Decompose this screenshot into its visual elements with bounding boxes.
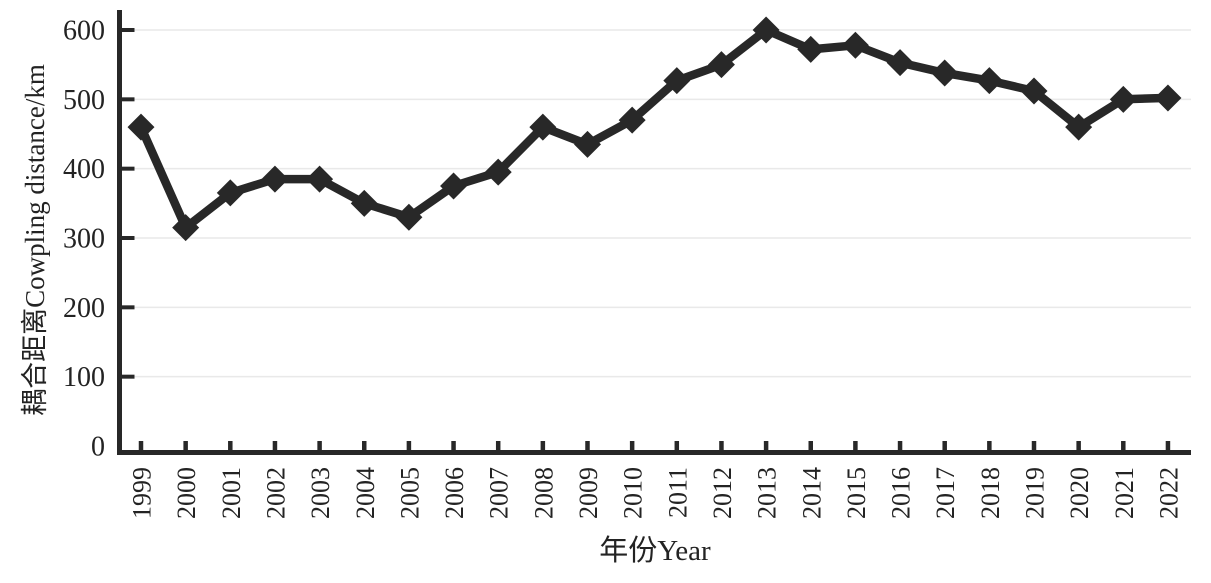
y-tick-label-500: 500 [63,85,105,116]
data-point-1999 [127,113,155,141]
x-tick-label-2017: 2017 [931,467,960,519]
data-series [127,16,1182,242]
x-tick-label-2002: 2002 [261,467,290,519]
x-tick-label-2015: 2015 [842,467,871,519]
x-tick-label-2011: 2011 [663,467,692,518]
x-tick-label-2018: 2018 [976,467,1005,519]
data-point-2002 [261,165,289,193]
data-point-2022 [1154,84,1182,112]
data-point-2012 [707,51,735,79]
data-point-2008 [529,113,557,141]
data-point-2018 [975,67,1003,95]
y-tick-label-0: 0 [91,432,105,463]
tick-labels: 0 100 200 300 400 500 600 1999 2000 2001 2002 2003 2… [63,16,1183,519]
x-tick-label-2021: 2021 [1110,467,1139,519]
data-point-2017 [931,59,959,87]
y-axis-title: 耦合距离Cowpling distance/km [20,64,50,416]
x-tick-label-1999: 1999 [128,467,157,519]
x-tick-label-2012: 2012 [708,467,737,519]
y-tick-label-200: 200 [63,293,105,324]
x-tick-label-2008: 2008 [529,467,558,519]
data-point-2005 [395,203,423,231]
series-line [136,25,1173,232]
x-tick-label-2022: 2022 [1154,467,1183,519]
x-tick-label-2019: 2019 [1021,467,1050,519]
axes [117,10,1191,455]
x-tick-label-2001: 2001 [217,467,246,519]
data-point-2000 [172,214,200,242]
data-point-2020 [1065,113,1093,141]
data-point-2013 [752,16,780,44]
data-point-2016 [886,49,914,77]
x-tick-label-2013: 2013 [753,467,782,519]
data-point-2009 [574,130,601,158]
x-tick-label-2006: 2006 [440,467,469,519]
x-tick-label-2014: 2014 [797,467,826,519]
data-point-2019 [1020,77,1048,105]
x-tick-label-2010: 2010 [619,467,648,519]
data-point-2001 [216,179,244,207]
data-point-2010 [618,106,646,134]
y-tick-label-300: 300 [63,224,105,255]
data-point-2021 [1109,85,1137,113]
x-tick-label-2020: 2020 [1065,467,1094,519]
x-tick-label-2000: 2000 [172,467,201,519]
y-tick-label-600: 600 [63,16,105,47]
x-tick-label-2003: 2003 [306,467,335,519]
y-tick-label-100: 100 [63,362,105,393]
x-axis-title: 年份Year [599,534,711,567]
x-tick-label-2016: 2016 [887,467,916,519]
data-point-2015 [841,31,869,59]
x-tick-label-2007: 2007 [485,467,514,519]
data-point-2011 [663,67,691,95]
data-point-2007 [484,158,512,186]
x-tick-label-2009: 2009 [574,467,603,519]
y-tick-label-400: 400 [63,154,105,185]
data-point-2004 [350,189,378,217]
x-tick-label-2004: 2004 [351,467,380,519]
data-point-2014 [797,35,825,63]
data-point-2006 [440,172,468,200]
x-tick-label-2005: 2005 [395,467,424,519]
data-point-2003 [306,165,334,193]
